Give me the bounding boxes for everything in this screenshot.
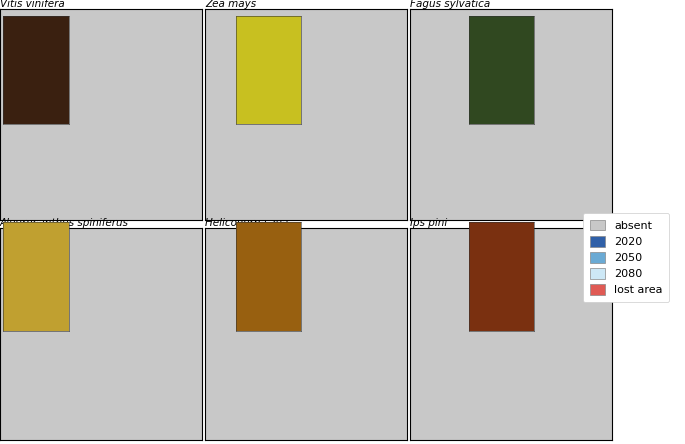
Text: Fagus sylvatica: Fagus sylvatica bbox=[410, 0, 490, 9]
Text: Helicoverpa zea: Helicoverpa zea bbox=[205, 218, 288, 228]
Text: Zea mays: Zea mays bbox=[205, 0, 256, 9]
Text: Vitis vinifera: Vitis vinifera bbox=[0, 0, 65, 9]
Legend: absent, 2020, 2050, 2080, lost area: absent, 2020, 2050, 2080, lost area bbox=[583, 213, 669, 302]
Text: Aleurocanthus spiniferus: Aleurocanthus spiniferus bbox=[0, 218, 129, 228]
Text: Ips pini: Ips pini bbox=[410, 218, 447, 228]
